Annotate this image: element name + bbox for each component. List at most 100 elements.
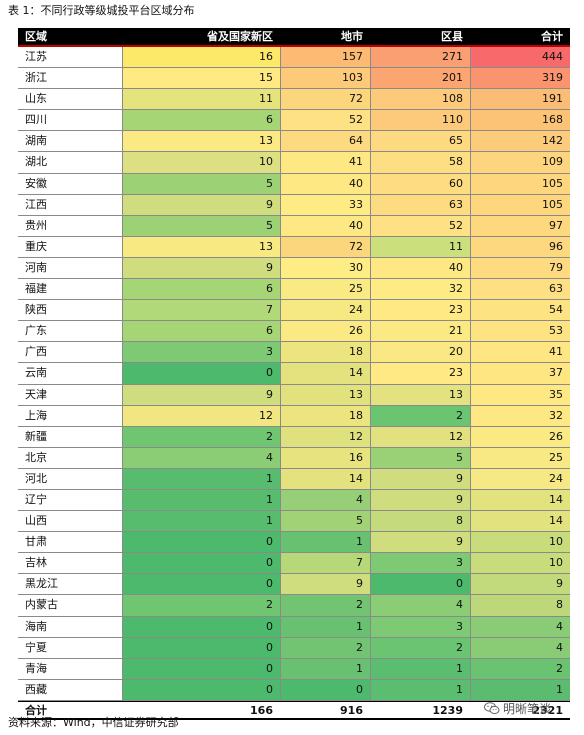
table-row: 江苏 16 157 271 444 <box>18 47 570 69</box>
region-name: 宁夏 <box>25 640 47 654</box>
region-name: 重庆 <box>25 239 47 253</box>
cell-city: 2 <box>280 595 370 616</box>
cell-county: 2 <box>370 405 470 426</box>
cell-city: 157 <box>280 47 370 68</box>
region-name: 四川 <box>25 113 47 127</box>
table-row: 广西 3 18 20 41 <box>18 342 570 364</box>
cell-total: 168 <box>470 110 570 131</box>
region-name: 北京 <box>25 450 47 464</box>
cell-county: 23 <box>370 300 470 321</box>
region-name: 湖北 <box>25 155 47 169</box>
cell-county: 108 <box>370 89 470 110</box>
table-row: 上海 12 18 2 32 <box>18 405 570 427</box>
cell-county: 0 <box>370 574 470 595</box>
cell-county: 9 <box>370 468 470 489</box>
cell-total: 26 <box>470 426 570 447</box>
table-row: 云南 0 14 23 37 <box>18 363 570 385</box>
region-name: 江苏 <box>25 50 47 63</box>
cell-county: 58 <box>370 152 470 173</box>
cell-total: 8 <box>470 595 570 616</box>
region-name: 浙江 <box>25 71 47 85</box>
table-row: 湖北 10 41 58 109 <box>18 152 570 174</box>
cell-county: 5 <box>370 447 470 468</box>
cell-city: 7 <box>280 553 370 574</box>
cell-county: 2 <box>370 637 470 658</box>
cell-total: 14 <box>470 489 570 511</box>
cell-county: 23 <box>370 363 470 384</box>
cell-province: 12 <box>122 405 280 426</box>
table-row: 广东 6 26 21 53 <box>18 321 570 343</box>
cell-province: 1 <box>122 511 280 532</box>
cell-county: 21 <box>370 321 470 342</box>
cell-city: 40 <box>280 215 370 236</box>
cell-county: 3 <box>370 553 470 574</box>
cell-province: 7 <box>122 300 280 321</box>
cell-province: 9 <box>122 257 280 279</box>
cell-county: 9 <box>370 532 470 553</box>
cell-total: 79 <box>470 257 570 279</box>
cell-city: 25 <box>280 279 370 300</box>
cell-county: 12 <box>370 426 470 447</box>
table-row: 甘肃 0 1 9 10 <box>18 532 570 554</box>
table-header: 区域 省及国家新区 地市 区县 合计 <box>18 28 570 45</box>
cell-total: 14 <box>470 511 570 532</box>
cell-city: 41 <box>280 152 370 173</box>
cell-city: 14 <box>280 468 370 489</box>
cell-city: 72 <box>280 236 370 257</box>
cell-total: 10 <box>470 532 570 553</box>
header-county: 区县 <box>441 30 463 43</box>
total-sum: 2321 <box>532 703 563 717</box>
table-row: 吉林 0 7 3 10 <box>18 553 570 575</box>
cell-county: 4 <box>370 595 470 616</box>
cell-city: 1 <box>280 616 370 637</box>
cell-city: 0 <box>280 679 370 700</box>
cell-province: 0 <box>122 616 280 637</box>
cell-province: 6 <box>122 279 280 300</box>
header-total: 合计 <box>541 30 563 43</box>
cell-county: 8 <box>370 511 470 532</box>
cell-county: 65 <box>370 131 470 152</box>
cell-total: 142 <box>470 131 570 152</box>
cell-city: 13 <box>280 384 370 405</box>
table-row: 重庆 13 72 11 96 <box>18 236 570 258</box>
cell-county: 271 <box>370 47 470 68</box>
cell-county: 11 <box>370 236 470 257</box>
table-row: 辽宁 1 4 9 14 <box>18 489 570 512</box>
cell-county: 32 <box>370 279 470 300</box>
cell-province: 10 <box>122 152 280 173</box>
cell-province: 6 <box>122 110 280 131</box>
table-row: 贵州 5 40 52 97 <box>18 215 570 237</box>
table-row: 安徽 5 40 60 105 <box>18 173 570 195</box>
cell-province: 0 <box>122 553 280 574</box>
table-body: 江苏 16 157 271 444 浙江 15 103 201 319 山东 11 72 108 191 四川… <box>18 47 570 701</box>
cell-city: 52 <box>280 110 370 131</box>
cell-province: 15 <box>122 68 280 89</box>
cell-province: 2 <box>122 426 280 447</box>
table-row: 河北 1 14 9 24 <box>18 468 570 490</box>
cell-total: 41 <box>470 342 570 363</box>
cell-total: 24 <box>470 468 570 489</box>
header-city: 地市 <box>341 30 363 43</box>
region-name: 甘肃 <box>25 535 47 549</box>
region-name: 内蒙古 <box>25 598 58 612</box>
region-name: 海南 <box>25 619 47 633</box>
cell-total: 1 <box>470 679 570 700</box>
table-row: 福建 6 25 32 63 <box>18 279 570 301</box>
cell-city: 16 <box>280 447 370 468</box>
region-name: 吉林 <box>25 556 47 570</box>
total-city: 916 <box>340 703 363 717</box>
cell-total: 37 <box>470 363 570 384</box>
cell-province: 13 <box>122 236 280 257</box>
region-name: 陕西 <box>25 303 47 317</box>
cell-city: 1 <box>280 658 370 679</box>
cell-total: 2 <box>470 658 570 679</box>
cell-total: 444 <box>470 47 570 68</box>
table-row: 四川 6 52 110 168 <box>18 110 570 132</box>
cell-county: 9 <box>370 489 470 511</box>
region-name: 天津 <box>25 387 47 401</box>
cell-province: 0 <box>122 574 280 595</box>
cell-county: 60 <box>370 173 470 194</box>
cell-city: 2 <box>280 637 370 658</box>
table-row: 新疆 2 12 12 26 <box>18 426 570 448</box>
source-note: 资料来源：Wind，中信证券研究部 <box>8 716 179 729</box>
